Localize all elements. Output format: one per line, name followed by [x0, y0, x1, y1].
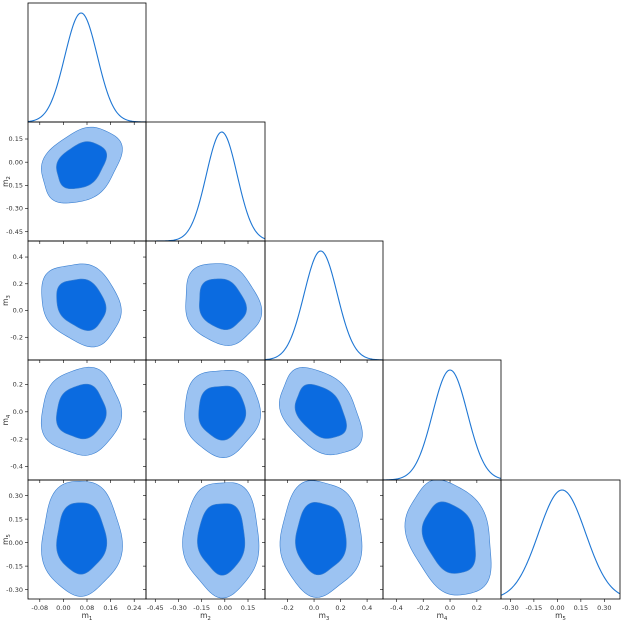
marginal-curve-m3	[265, 250, 383, 360]
y-tick-label: -0.4	[10, 463, 23, 471]
x-tick-label: 0.0	[309, 604, 319, 612]
x-tick-label: 0.00	[56, 604, 70, 612]
panel-2-2	[145, 121, 266, 244]
marginal-curve-m5	[501, 489, 620, 596]
y-axis-label-m2: m2	[1, 176, 12, 187]
x-axis-label-m4: m4	[437, 611, 448, 622]
x-axis-label-m2: m2	[200, 611, 211, 622]
x-tick-label: 0.00	[550, 604, 564, 612]
panel-1-1	[27, 2, 147, 125]
panel-1-2: -0.45 -0.30 -0.15 0.00 0.15	[6, 121, 147, 244]
x-tick-label: 0.24	[127, 604, 141, 612]
x-tick-label: -0.2	[281, 604, 294, 612]
y-tick-label: 0.2	[13, 381, 23, 389]
x-tick-label: -0.4	[390, 604, 403, 612]
marginal-curve-m4	[383, 369, 501, 480]
x-tick-label: 0.15	[241, 604, 255, 612]
x-axis-label-m3: m3	[319, 611, 330, 622]
panel-frame	[145, 121, 266, 242]
panel-3-5: -0.2 0.0 0.2 0.4	[262, 479, 384, 612]
marginal-curve-m2	[146, 131, 265, 241]
panel-frame	[264, 240, 384, 361]
x-tick-label: -0.15	[525, 604, 542, 612]
x-tick-label: 0.2	[335, 604, 345, 612]
contour-68-m2-m3	[199, 278, 247, 331]
y-tick-label: 0.2	[13, 280, 23, 288]
contour-68-m4-m5	[421, 501, 476, 574]
x-tick-label: -0.2	[417, 604, 430, 612]
x-tick-label: 0.00	[218, 604, 232, 612]
x-tick-label: 0.2	[472, 604, 482, 612]
panel-2-5: -0.45 -0.30 -0.15 0.00 0.15	[143, 479, 266, 612]
panel-1-5: -0.08 0.00 0.08 0.16 0.24 -0.30 -0.15 0.00 0.15 0…	[6, 479, 147, 612]
y-axis-label-m4: m4	[1, 414, 12, 425]
y-tick-label: 0.0	[13, 307, 23, 315]
x-tick-label: -0.30	[170, 604, 187, 612]
panel-1-3: -0.2 0.0 0.2 0.4	[10, 240, 147, 363]
x-axis-label-m5: m5	[555, 611, 566, 622]
panel-2-4	[143, 359, 266, 483]
contour-68-m3-m4	[294, 383, 347, 439]
x-tick-label: 0.0	[445, 604, 455, 612]
panel-3-3	[264, 240, 384, 363]
panel-3-4	[262, 359, 384, 483]
panel-frame	[500, 479, 621, 600]
y-tick-label: 0.0	[13, 408, 23, 416]
x-tick-label: -0.45	[147, 604, 164, 612]
y-axis-label-m3: m3	[1, 295, 12, 306]
y-tick-label: -0.30	[6, 586, 23, 594]
x-tick-label: -0.30	[502, 604, 519, 612]
y-tick-label: -0.45	[6, 228, 23, 236]
y-tick-label: 0.4	[13, 253, 23, 261]
x-tick-label: 0.15	[574, 604, 588, 612]
y-tick-label: -0.2	[10, 333, 23, 341]
x-axis-label-m1: m1	[82, 611, 93, 622]
y-axis-label-m5: m5	[1, 534, 12, 545]
y-tick-label: -0.2	[10, 435, 23, 443]
x-tick-label: -0.08	[31, 604, 48, 612]
panel-4-5: -0.4 -0.2 0.0 0.2	[380, 479, 502, 612]
x-tick-label: 0.08	[80, 604, 94, 612]
x-tick-label: 0.4	[362, 604, 372, 612]
y-tick-label: 0.00	[9, 539, 23, 547]
contour-68-m1-m3	[56, 278, 107, 331]
panel-1-4: -0.4 -0.2 0.0 0.2	[10, 359, 147, 483]
marginal-curve-m1	[28, 12, 146, 122]
y-tick-label: -0.15	[6, 182, 23, 190]
contour-68-m1-m4	[56, 383, 107, 440]
y-tick-label: 0.00	[9, 158, 23, 166]
panel-5-5: -0.30 -0.15 0.00 0.15 0.30	[500, 479, 621, 612]
contour-68-m2-m5	[197, 503, 246, 576]
contour-68-m1-m2	[56, 141, 108, 190]
y-tick-label: 0.15	[9, 135, 23, 143]
y-tick-label: -0.15	[6, 562, 23, 570]
x-tick-label: 0.16	[103, 604, 117, 612]
panel-2-3	[143, 240, 266, 363]
y-tick-label: 0.15	[9, 515, 23, 523]
x-tick-label: -0.15	[193, 604, 210, 612]
contour-68-m3-m5	[295, 502, 347, 576]
y-tick-label: 0.30	[9, 492, 23, 500]
x-tick-label: 0.30	[597, 604, 611, 612]
contour-68-m2-m4	[198, 385, 247, 441]
y-tick-label: -0.30	[6, 205, 23, 213]
contour-68-m1-m5	[56, 502, 108, 575]
panel-4-4	[382, 359, 502, 483]
